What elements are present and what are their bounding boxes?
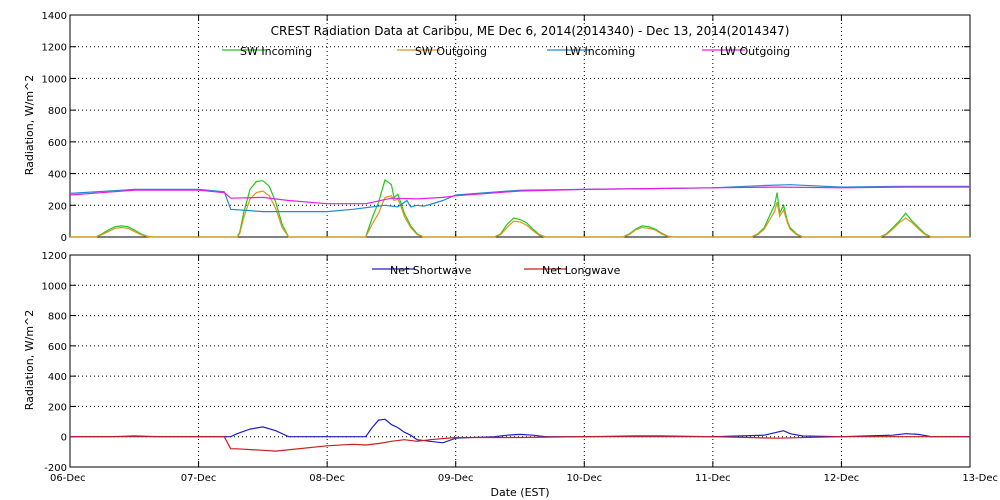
series-line-sw-outgoing — [70, 190, 970, 238]
x-tick-label: 07-Dec — [181, 473, 217, 484]
y-tick-label: 200 — [48, 201, 67, 212]
y-tick-label: 1200 — [42, 43, 67, 54]
x-tick-label: 10-Dec — [566, 473, 602, 484]
x-tick-label: 12-Dec — [824, 473, 860, 484]
legend-label: Net Longwave — [542, 264, 621, 277]
x-tick-label: 08-Dec — [309, 473, 345, 484]
y-tick-label: 200 — [48, 402, 67, 413]
y-tick-label: 400 — [48, 170, 67, 181]
top-y-axis-label: Radiation, W/m^2 — [23, 75, 36, 176]
series-line-net-shortwave — [70, 418, 970, 444]
plot-frame — [69, 14, 971, 238]
y-tick-label: 400 — [48, 372, 67, 383]
y-tick-label: 1000 — [42, 281, 67, 292]
x-tick-label: 09-Dec — [438, 473, 474, 484]
legend-label: Net Shortwave — [390, 264, 472, 277]
y-tick-label: 600 — [48, 138, 67, 149]
series-line-lw-outgoing — [69, 186, 970, 205]
bottom-y-axis-label: Radiation, W/m^2 — [23, 310, 36, 411]
y-tick-label: 600 — [48, 342, 67, 353]
series-line-sw-incoming — [70, 178, 970, 238]
legend-label: LW Outgoing — [720, 45, 790, 58]
plot-frame — [69, 254, 971, 468]
x-tick-label: 13-Dec — [962, 473, 998, 484]
x-axis-label: Date (EST) — [490, 486, 549, 499]
y-tick-label: 1200 — [42, 251, 67, 262]
legend-label: LW Incoming — [565, 45, 635, 58]
legend-label: SW Outgoing — [415, 45, 487, 58]
y-tick-label: 0 — [61, 433, 67, 444]
y-tick-label: 1000 — [42, 74, 67, 85]
series-line-lw-incoming — [69, 184, 970, 213]
y-tick-label: 0 — [61, 233, 67, 244]
y-tick-label: 1400 — [42, 11, 67, 22]
bottom-panel-net-radiation: Radiation, W/m^2 Date (EST) -200 0 200 400 6… — [23, 251, 998, 499]
legend-label: SW Incoming — [240, 45, 312, 58]
y-tick-label: -200 — [44, 463, 67, 474]
x-tick-label: 06-Dec — [50, 473, 86, 484]
top-panel-radiation-components: CREST Radiation Data at Caribou, ME Dec … — [23, 11, 971, 244]
x-tick-label: 11-Dec — [695, 473, 731, 484]
series-line-net-longwave — [70, 436, 970, 452]
y-tick-label: 800 — [48, 106, 67, 117]
chart-title: CREST Radiation Data at Caribou, ME Dec … — [271, 24, 790, 38]
y-tick-label: 800 — [48, 312, 67, 323]
